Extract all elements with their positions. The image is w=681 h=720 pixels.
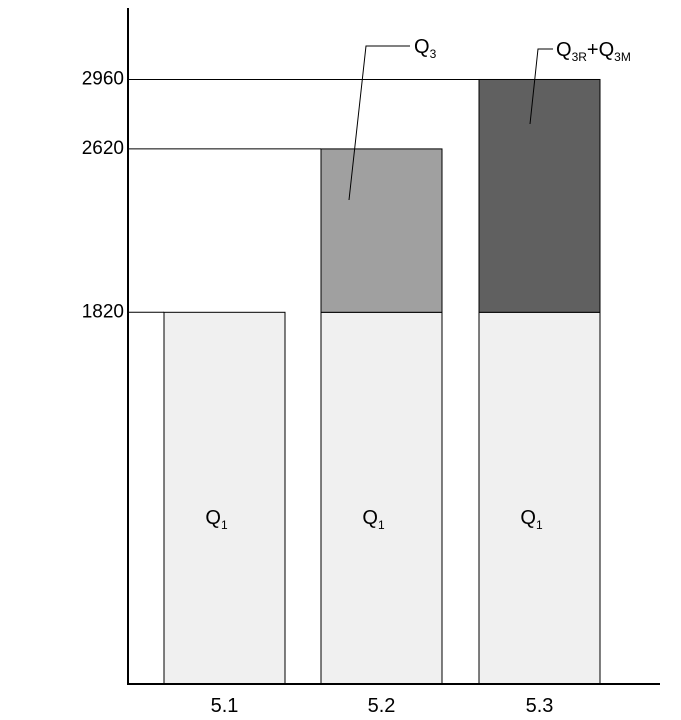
- y-tick-labels: 1820 2620 2960: [82, 68, 124, 322]
- x-tick-label-5-2: 5.2: [368, 695, 396, 717]
- bar-segment-q1-5-1: [163, 311, 286, 685]
- callout-label-q3r-q3m: Q3R+Q3M: [556, 39, 631, 64]
- segment-label-q1-5-1: Q1: [205, 507, 228, 532]
- y-tick-label-2960: 2960: [82, 68, 124, 89]
- y-tick-label-1820: 1820: [82, 301, 124, 322]
- callouts-layer: Q3 Q3R+Q3M: [348, 36, 631, 201]
- callout-label-q3: Q3: [414, 36, 437, 61]
- bar-segment-q3-5-2: [320, 148, 443, 313]
- bar-segment-q1-5-2: [320, 311, 443, 685]
- x-tick-label-5-3: 5.3: [526, 695, 554, 717]
- bar-segment-q3r-q3m-5-3: [478, 78, 601, 313]
- callout-leader-q3r-q3m: [529, 48, 553, 125]
- segment-label-q1-5-3: Q1: [520, 507, 543, 532]
- segment-label-q1-5-2: Q1: [362, 507, 385, 532]
- y-tick-label-2620: 2620: [82, 138, 124, 159]
- x-tick-label-5-1: 5.1: [211, 695, 239, 717]
- callout-leader-q3: [348, 45, 410, 201]
- segment-labels: Q1 Q1 Q1: [205, 507, 543, 532]
- x-tick-labels: 5.1 5.2 5.3: [211, 695, 554, 717]
- bar-segment-q1-5-3: [478, 311, 601, 685]
- guide-lines-layer: [128, 78, 479, 313]
- bars-layer: [163, 78, 601, 685]
